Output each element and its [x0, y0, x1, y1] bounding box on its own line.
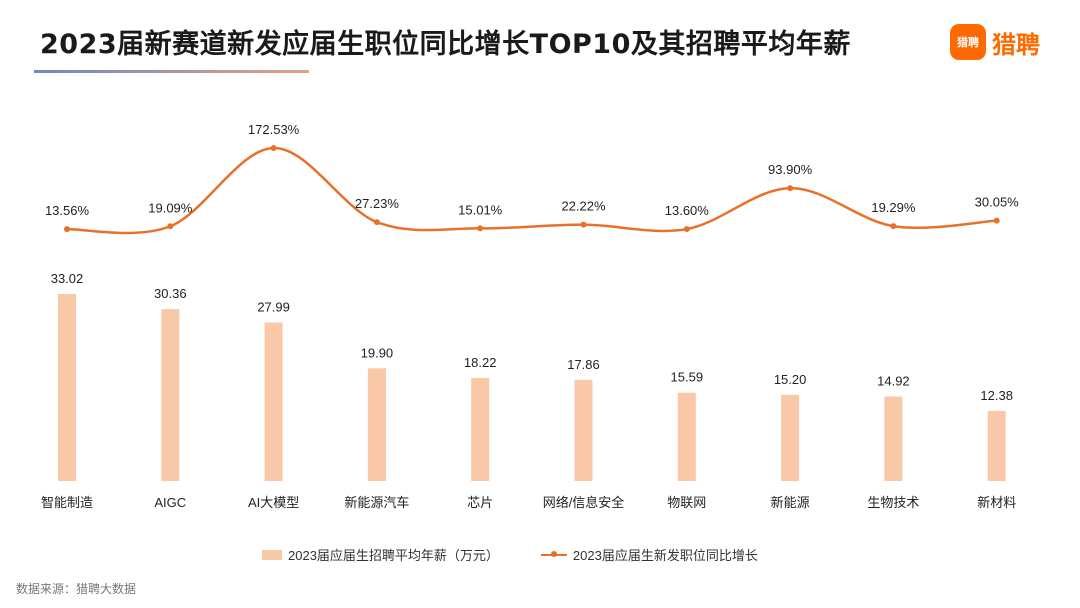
bar-1 — [161, 309, 180, 481]
bar-label-8: 14.92 — [877, 374, 910, 389]
bar-0 — [58, 294, 76, 481]
combo-chart: 33.02 智能制造 30.36 AIGC 27.99 AI大模型 19.90 新能源汽车 18… — [41, 122, 1020, 510]
line-point-8 — [890, 223, 897, 230]
bar-9 — [987, 410, 1006, 481]
bar-label-7: 15.20 — [774, 372, 807, 387]
category-label-7: 新能源 — [771, 495, 810, 510]
brand-logo: 猎聘 猎聘 — [950, 22, 1040, 62]
category-label-6: 物联网 — [667, 495, 706, 510]
bar-3 — [367, 368, 386, 481]
bar-label-9: 12.38 — [980, 388, 1013, 403]
line-label-9: 30.05% — [975, 195, 1020, 210]
data-source: 数据来源：猎聘大数据 — [16, 582, 137, 596]
page-title: 2023届新赛道新发应届生职位同比增长TOP10及其招聘平均年薪 — [40, 29, 851, 60]
line-point-5 — [580, 221, 587, 228]
line-point-7 — [787, 185, 794, 192]
bar-label-1: 30.36 — [154, 286, 187, 301]
bar-label-6: 15.59 — [671, 370, 704, 385]
bar-label-0: 33.02 — [51, 271, 84, 286]
category-label-1: AIGC — [154, 495, 186, 510]
line-label-0: 13.56% — [45, 203, 90, 218]
line-point-2 — [270, 145, 277, 151]
bar-6 — [677, 392, 696, 481]
bar-label-5: 17.86 — [567, 357, 600, 372]
category-label-9: 新材料 — [977, 495, 1016, 510]
legend-label-growth: 2023届应届生新发职位同比增长 — [572, 548, 758, 563]
bar-label-2: 27.99 — [257, 299, 290, 314]
line-point-9 — [993, 217, 1000, 224]
bar-4 — [471, 377, 490, 481]
line-point-0 — [64, 226, 70, 233]
title-underline — [34, 70, 309, 73]
chart-legend: 2023届应届生招聘平均年薪（万元） 2023届应届生新发职位同比增长 — [262, 545, 800, 564]
line-label-8: 19.29% — [871, 200, 916, 215]
category-label-2: AI大模型 — [248, 495, 299, 510]
legend-line-swatch — [540, 550, 567, 557]
line-label-5: 22.22% — [561, 199, 606, 214]
line-label-2: 172.53% — [248, 122, 300, 137]
line-label-1: 19.09% — [148, 200, 193, 215]
growth-line — [66, 146, 997, 235]
legend-item-salary: 2023届应届生招聘平均年薪（万元） — [262, 545, 499, 564]
line-label-3: 27.23% — [355, 196, 400, 211]
line-point-4 — [477, 225, 484, 232]
legend-label-salary: 2023届应届生招聘平均年薪（万元） — [288, 548, 499, 563]
legend-item-growth: 2023届应届生新发职位同比增长 — [540, 545, 758, 564]
bar-5 — [574, 379, 593, 481]
category-label-3: 新能源汽车 — [344, 495, 409, 510]
bar-label-3: 19.90 — [361, 345, 394, 360]
category-label-0: 智能制造 — [41, 495, 93, 510]
bar-label-4: 18.22 — [464, 355, 497, 370]
line-point-1 — [167, 223, 174, 230]
legend-bar-swatch — [262, 549, 282, 560]
bar-2 — [264, 322, 283, 481]
category-label-4: 芯片 — [467, 495, 493, 510]
line-label-6: 13.60% — [665, 203, 710, 218]
category-label-5: 网络/信息安全 — [543, 495, 625, 510]
logo-icon: 猎聘 — [950, 24, 986, 60]
logo-text: 猎聘 — [992, 30, 1040, 59]
line-label-7: 93.90% — [768, 162, 813, 177]
category-label-8: 生物技术 — [867, 495, 919, 510]
line-point-3 — [373, 219, 380, 226]
bar-8 — [884, 396, 903, 481]
bar-7 — [781, 394, 800, 481]
line-label-4: 15.01% — [458, 202, 503, 217]
line-point-6 — [683, 226, 690, 233]
